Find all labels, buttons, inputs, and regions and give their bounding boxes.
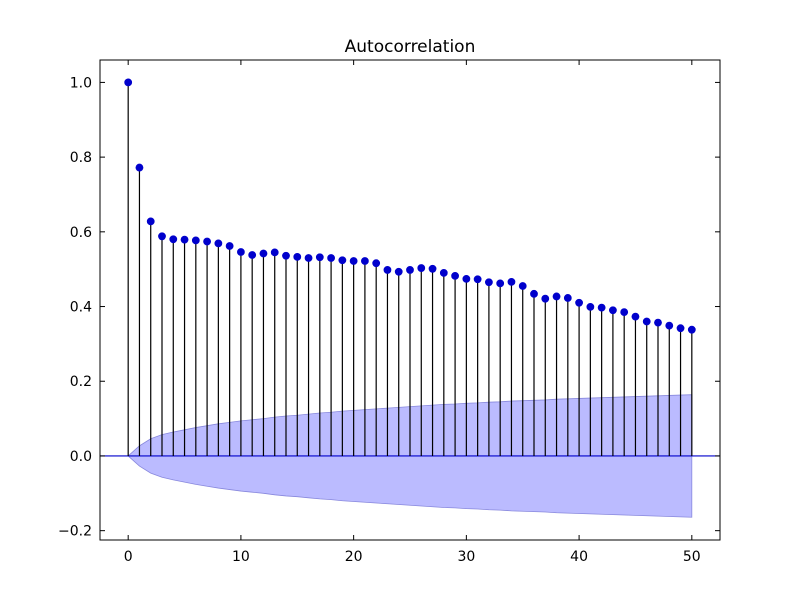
data-point	[586, 303, 595, 311]
x-tick-label: 0	[124, 549, 133, 565]
data-point	[609, 306, 617, 315]
marker-layer	[124, 78, 696, 334]
data-point	[417, 264, 426, 272]
data-point	[676, 324, 685, 333]
y-tick-label: −0.2	[58, 524, 92, 540]
data-point	[180, 235, 189, 244]
data-point	[631, 312, 640, 321]
data-point	[552, 292, 561, 301]
data-point	[473, 275, 482, 284]
data-point	[349, 257, 358, 265]
data-point	[146, 217, 155, 226]
x-tick-label: 50	[683, 549, 701, 565]
data-point	[169, 235, 178, 244]
data-point	[237, 248, 245, 256]
y-tick-label: 0.2	[70, 374, 92, 390]
y-tick-label: 0.0	[70, 449, 92, 465]
data-point	[293, 252, 302, 261]
data-point	[124, 78, 133, 87]
data-point	[462, 274, 471, 283]
data-point	[158, 232, 166, 241]
data-point	[541, 294, 550, 303]
data-point	[135, 163, 144, 172]
data-point	[203, 237, 211, 246]
data-point	[282, 251, 290, 260]
x-tick-label: 40	[570, 549, 588, 565]
data-point	[642, 317, 651, 326]
y-tick-label: 0.4	[70, 300, 92, 316]
plot-frame	[99, 59, 721, 541]
x-tick-label: 20	[345, 549, 363, 565]
y-tick-label: 0.6	[70, 225, 92, 241]
chart-title: Autocorrelation	[345, 37, 476, 57]
y-tick-label: 1.0	[70, 75, 92, 91]
data-point	[304, 254, 313, 262]
x-tick-label: 10	[232, 549, 250, 565]
data-point	[372, 259, 381, 268]
data-point	[654, 318, 662, 327]
stem-layer	[127, 82, 693, 456]
data-point	[496, 279, 505, 288]
data-point	[439, 269, 448, 277]
data-point	[428, 264, 437, 273]
data-point	[338, 256, 347, 265]
data-point	[315, 253, 324, 262]
data-point	[575, 298, 583, 307]
y-tick-label: 0.8	[70, 150, 92, 166]
data-point	[394, 267, 403, 276]
data-point	[327, 254, 335, 262]
x-tick-label: 30	[457, 549, 475, 565]
data-point	[665, 321, 674, 330]
data-point	[597, 303, 606, 312]
data-point	[485, 278, 493, 287]
data-point	[406, 266, 414, 274]
data-point	[259, 249, 268, 258]
data-point	[620, 308, 629, 317]
data-point	[687, 325, 696, 334]
data-point	[214, 239, 223, 248]
data-point	[383, 266, 392, 274]
data-point	[563, 294, 572, 302]
data-point	[507, 277, 516, 286]
data-point	[248, 251, 257, 259]
data-point	[530, 289, 538, 298]
data-point	[270, 248, 279, 257]
axis-layer: 0 10 20 30 40 50 −0.2 0.0 0.2 0.4 0.6 0.8 1.0	[58, 59, 721, 565]
data-point	[451, 272, 459, 280]
data-point	[225, 242, 234, 250]
data-point	[191, 236, 200, 245]
data-point	[518, 282, 527, 290]
data-point	[361, 257, 369, 265]
